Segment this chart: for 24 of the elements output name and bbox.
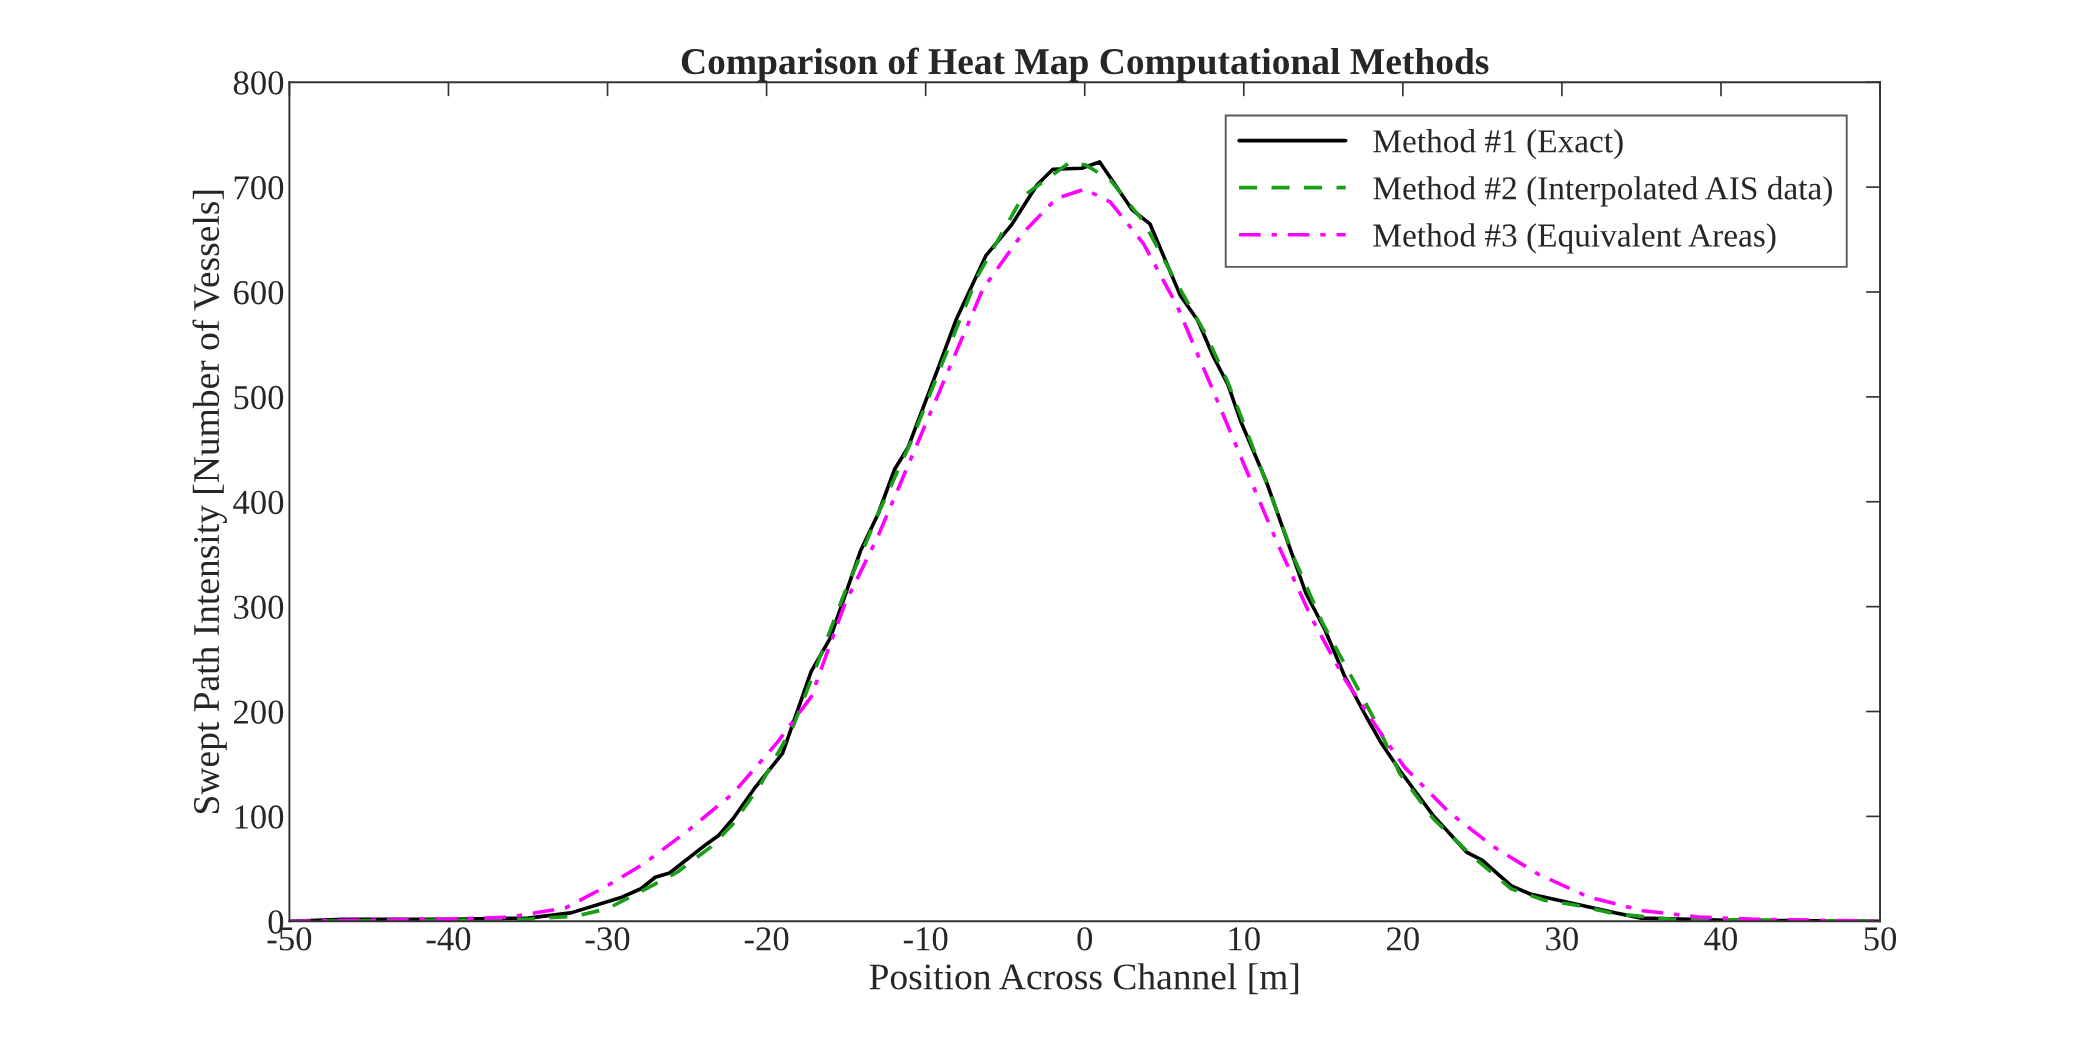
legend-label: Method #3 (Equivalent Areas) <box>1373 223 1776 254</box>
x-tick-label: -10 <box>903 927 948 951</box>
x-tick-label: -30 <box>585 927 630 951</box>
x-tick-label: 20 <box>1387 927 1419 951</box>
legend-label: Method #2 (Interpolated AIS data) <box>1373 176 1832 207</box>
y-tick-label: 800 <box>233 71 284 95</box>
x-tick-label: -20 <box>744 927 789 951</box>
legend-label: Method #1 (Exact) <box>1373 129 1623 160</box>
x-axis-title: Position Across Channel [m] <box>869 963 1299 995</box>
y-tick-label: 500 <box>234 385 284 410</box>
y-tick-label: 700 <box>234 176 284 200</box>
x-tick-label: 50 <box>1864 927 1897 951</box>
chart-title: Comparison of Heat Map Computational Methods <box>681 47 1489 82</box>
x-tick-label: 30 <box>1546 927 1578 951</box>
x-tick-label: 0 <box>1077 927 1093 951</box>
x-tick-label: 40 <box>1704 927 1738 951</box>
y-tick-label: 600 <box>233 280 284 305</box>
y-axis-title: Swept Path Intensity [Number of Vessels] <box>192 190 227 813</box>
y-tick-label: 100 <box>235 805 284 829</box>
y-tick-label: 300 <box>234 595 284 620</box>
x-tick-label: -40 <box>426 927 471 951</box>
y-tick-label: 400 <box>233 490 284 515</box>
y-tick-label: 200 <box>233 700 284 724</box>
x-tick-label: 10 <box>1229 927 1260 951</box>
